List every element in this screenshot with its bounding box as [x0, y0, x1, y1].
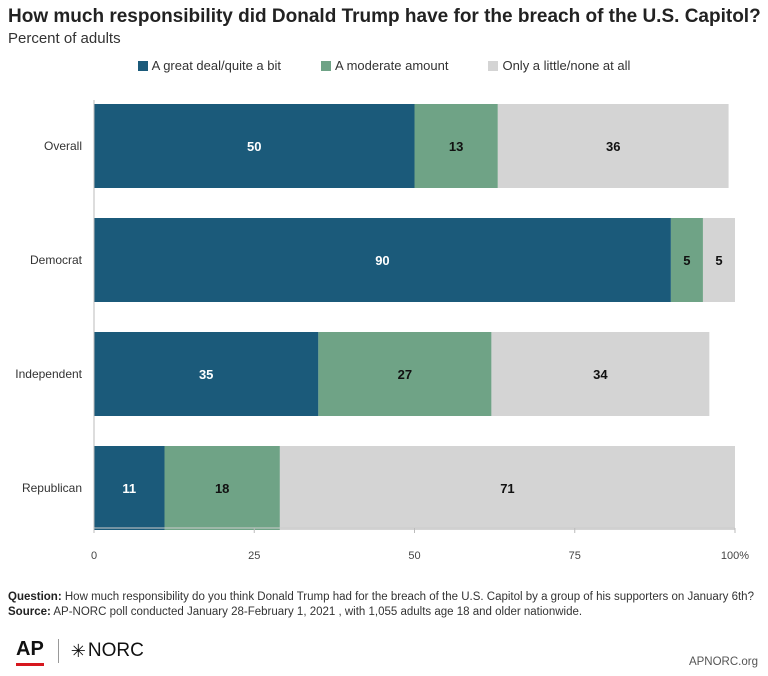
bar-independent-a-moderate-amount [318, 332, 492, 416]
chart-subtitle: Percent of adults [8, 30, 121, 47]
data-label-democrat-a-moderate-amount: 5 [683, 253, 690, 268]
logo-divider [57, 639, 59, 663]
data-label-republican-a-moderate-amount: 18 [215, 481, 229, 496]
category-label-republican: Republican [22, 481, 82, 495]
data-label-independent-a-moderate-amount: 27 [398, 367, 412, 382]
bar-overall-a-great-deal-quite-a-bit [94, 104, 415, 188]
source-label: Source: [8, 606, 51, 618]
legend-swatch-little-none [488, 60, 499, 71]
x-tick-label-100: 100% [721, 550, 749, 562]
bar-republican-only-a-little-none-at-all [279, 446, 735, 530]
question-note: Question: How much responsibility do you… [8, 590, 763, 605]
source-text: AP-NORC poll conducted January 28-Februa… [53, 606, 583, 618]
legend-item-little-none: Only a little/none at all [488, 58, 630, 73]
bar-independent-only-a-little-none-at-all [491, 332, 710, 416]
data-label-overall-only-a-little-none-at-all: 36 [606, 139, 620, 154]
bar-independent-a-great-deal-quite-a-bit [94, 332, 319, 416]
chart-legend: A great deal/quite a bit A moderate amou… [0, 58, 768, 73]
norc-logo-text: NORC [87, 640, 144, 661]
x-tick-label-50: 50 [408, 550, 420, 562]
bar-republican-a-great-deal-quite-a-bit [94, 446, 165, 530]
bar-overall-only-a-little-none-at-all [497, 104, 729, 188]
legend-swatch-great-deal [137, 60, 148, 71]
data-label-overall-a-moderate-amount: 13 [449, 139, 463, 154]
chart-footer: Question: How much responsibility do you… [8, 590, 763, 620]
data-label-overall-a-great-deal-quite-a-bit: 50 [247, 139, 261, 154]
bar-democrat-a-great-deal-quite-a-bit [94, 218, 671, 302]
bar-democrat-a-moderate-amount [670, 218, 703, 302]
category-label-independent: Independent [15, 367, 82, 381]
category-label-overall: Overall [44, 139, 82, 153]
bar-democrat-only-a-little-none-at-all [702, 218, 735, 302]
chart-title: How much responsibility did Donald Trump… [8, 6, 761, 27]
question-label: Question: [8, 591, 62, 603]
legend-label-great-deal: A great deal/quite a bit [151, 58, 281, 73]
stacked-bar-chart: Overall 50 13 36 Democrat 90 5 5 Independent 35 27… [15, 100, 749, 562]
bar-overall-a-moderate-amount [414, 104, 498, 188]
bar-republican-a-moderate-amount [164, 446, 280, 530]
data-label-republican-a-great-deal-quite-a-bit: 11 [122, 481, 136, 496]
ap-logo: AP [16, 638, 44, 666]
legend-swatch-moderate [321, 60, 331, 71]
x-tick-label-75: 75 [569, 550, 581, 562]
x-tick-label-25: 25 [248, 550, 260, 562]
logo-bar: AP ✳ NORC [16, 638, 144, 666]
data-label-democrat-a-great-deal-quite-a-bit: 90 [375, 253, 389, 268]
legend-item-moderate: A moderate amount [321, 58, 448, 73]
question-text: How much responsibility do you think Don… [64, 591, 754, 603]
data-label-democrat-only-a-little-none-at-all: 5 [715, 253, 722, 268]
norc-logo: ✳ NORC [71, 640, 144, 662]
data-label-independent-a-great-deal-quite-a-bit: 35 [199, 367, 213, 382]
legend-label-little-none: Only a little/none at all [502, 58, 631, 73]
x-tick-label-0: 0 [91, 550, 97, 562]
legend-label-moderate: A moderate amount [335, 58, 449, 73]
category-label-democrat: Democrat [30, 253, 83, 267]
site-url: APNORC.org [688, 656, 758, 668]
legend-item-great-deal: A great deal/quite a bit [137, 58, 281, 73]
asterisk-icon: ✳ [70, 640, 86, 661]
data-label-republican-only-a-little-none-at-all: 71 [500, 481, 514, 496]
source-note: Source: AP-NORC poll conducted January 2… [8, 605, 763, 620]
data-label-independent-only-a-little-none-at-all: 34 [593, 367, 608, 382]
